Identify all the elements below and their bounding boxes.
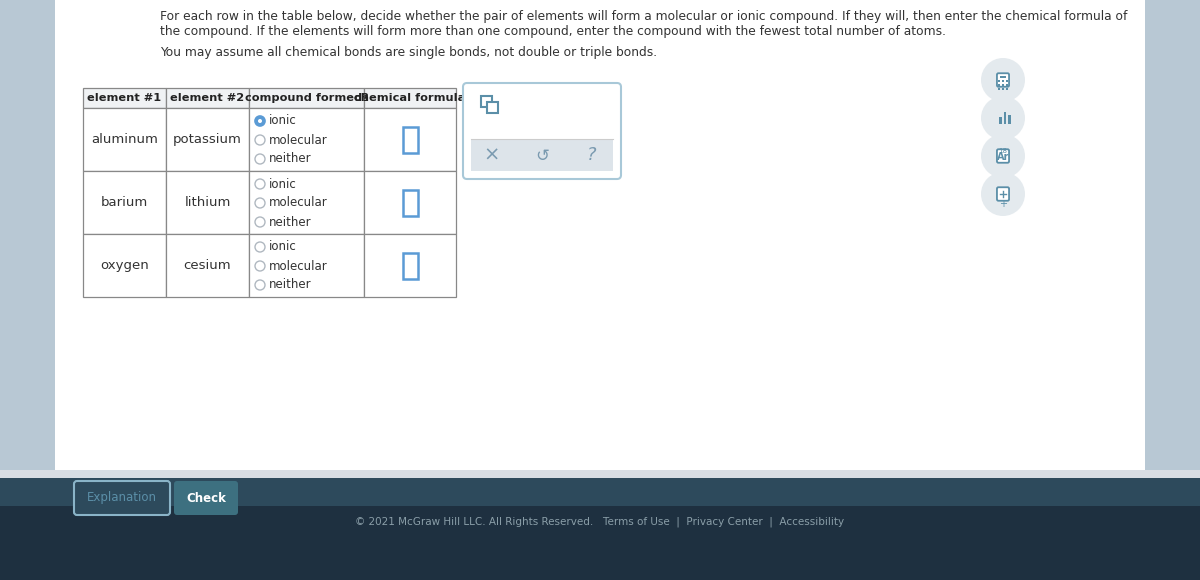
- FancyBboxPatch shape: [83, 88, 166, 108]
- FancyBboxPatch shape: [402, 252, 418, 278]
- Text: For each row in the table below, decide whether the pair of elements will form a: For each row in the table below, decide …: [160, 10, 1127, 23]
- FancyBboxPatch shape: [74, 481, 170, 515]
- Text: neither: neither: [269, 153, 312, 165]
- Text: ↺: ↺: [535, 147, 548, 165]
- FancyBboxPatch shape: [250, 88, 364, 108]
- FancyBboxPatch shape: [1003, 113, 1007, 124]
- Text: lithium: lithium: [185, 196, 230, 209]
- Circle shape: [982, 134, 1025, 178]
- Text: Ar: Ar: [997, 152, 1009, 162]
- FancyBboxPatch shape: [998, 117, 1002, 124]
- FancyBboxPatch shape: [83, 171, 166, 234]
- Circle shape: [256, 154, 265, 164]
- FancyBboxPatch shape: [0, 478, 1200, 536]
- FancyBboxPatch shape: [998, 80, 1001, 82]
- Text: © 2021 McGraw Hill LLC. All Rights Reserved.   Terms of Use  |  Privacy Center  : © 2021 McGraw Hill LLC. All Rights Reser…: [355, 517, 845, 527]
- Circle shape: [256, 261, 265, 271]
- Text: oxygen: oxygen: [100, 259, 149, 272]
- FancyBboxPatch shape: [997, 73, 1009, 87]
- Text: the compound. If the elements will form more than one compound, enter the compou: the compound. If the elements will form …: [160, 25, 946, 38]
- FancyBboxPatch shape: [402, 126, 418, 153]
- FancyBboxPatch shape: [1002, 80, 1004, 82]
- FancyBboxPatch shape: [1008, 114, 1012, 124]
- FancyBboxPatch shape: [364, 88, 456, 108]
- Text: neither: neither: [269, 278, 312, 292]
- Circle shape: [256, 217, 265, 227]
- Text: barium: barium: [101, 196, 148, 209]
- FancyBboxPatch shape: [998, 88, 1001, 90]
- Circle shape: [256, 116, 265, 126]
- FancyBboxPatch shape: [402, 190, 418, 216]
- Text: ionic: ionic: [269, 177, 296, 190]
- FancyBboxPatch shape: [1000, 75, 1006, 78]
- Circle shape: [982, 172, 1025, 216]
- FancyBboxPatch shape: [364, 234, 456, 297]
- Circle shape: [258, 119, 262, 123]
- Text: molecular: molecular: [269, 259, 328, 273]
- FancyBboxPatch shape: [0, 506, 1200, 580]
- FancyBboxPatch shape: [470, 140, 613, 171]
- FancyBboxPatch shape: [1002, 88, 1004, 90]
- FancyBboxPatch shape: [998, 84, 1001, 86]
- FancyBboxPatch shape: [1002, 84, 1004, 86]
- FancyBboxPatch shape: [364, 108, 456, 171]
- FancyBboxPatch shape: [250, 234, 364, 297]
- Text: ×: ×: [484, 146, 500, 165]
- Text: neither: neither: [269, 216, 312, 229]
- Text: element #1: element #1: [88, 93, 162, 103]
- FancyBboxPatch shape: [1006, 88, 1008, 90]
- Circle shape: [982, 58, 1025, 102]
- Text: compound formed?: compound formed?: [245, 93, 368, 103]
- FancyBboxPatch shape: [83, 108, 166, 171]
- FancyBboxPatch shape: [0, 470, 1200, 478]
- Text: Check: Check: [186, 491, 226, 505]
- Circle shape: [256, 198, 265, 208]
- Text: ionic: ionic: [269, 114, 296, 128]
- FancyBboxPatch shape: [166, 108, 250, 171]
- FancyBboxPatch shape: [166, 234, 250, 297]
- Text: You may assume all chemical bonds are single bonds, not double or triple bonds.: You may assume all chemical bonds are si…: [160, 46, 658, 59]
- FancyBboxPatch shape: [83, 234, 166, 297]
- FancyBboxPatch shape: [1006, 84, 1008, 86]
- FancyBboxPatch shape: [997, 187, 1009, 201]
- Circle shape: [256, 242, 265, 252]
- FancyBboxPatch shape: [985, 0, 1145, 470]
- Text: potassium: potassium: [173, 133, 242, 146]
- FancyBboxPatch shape: [250, 171, 364, 234]
- FancyBboxPatch shape: [463, 83, 622, 179]
- Text: element #2: element #2: [170, 93, 245, 103]
- Text: Explanation: Explanation: [88, 491, 157, 505]
- FancyBboxPatch shape: [55, 0, 985, 470]
- FancyBboxPatch shape: [997, 149, 1009, 163]
- Text: aluminum: aluminum: [91, 133, 158, 146]
- FancyBboxPatch shape: [250, 108, 364, 171]
- FancyBboxPatch shape: [174, 481, 238, 515]
- Text: molecular: molecular: [269, 197, 328, 209]
- Text: ?: ?: [587, 147, 596, 165]
- FancyBboxPatch shape: [487, 102, 498, 113]
- Circle shape: [982, 96, 1025, 140]
- FancyBboxPatch shape: [166, 88, 250, 108]
- FancyBboxPatch shape: [364, 171, 456, 234]
- Text: molecular: molecular: [269, 133, 328, 147]
- Circle shape: [256, 280, 265, 290]
- Circle shape: [256, 135, 265, 145]
- FancyBboxPatch shape: [166, 171, 250, 234]
- Text: +: +: [998, 200, 1007, 209]
- Circle shape: [256, 179, 265, 189]
- FancyBboxPatch shape: [481, 96, 492, 107]
- FancyBboxPatch shape: [1006, 80, 1008, 82]
- Text: 18: 18: [998, 148, 1008, 154]
- Text: ionic: ionic: [269, 241, 296, 253]
- Text: cesium: cesium: [184, 259, 232, 272]
- Text: chemical formula: chemical formula: [354, 93, 466, 103]
